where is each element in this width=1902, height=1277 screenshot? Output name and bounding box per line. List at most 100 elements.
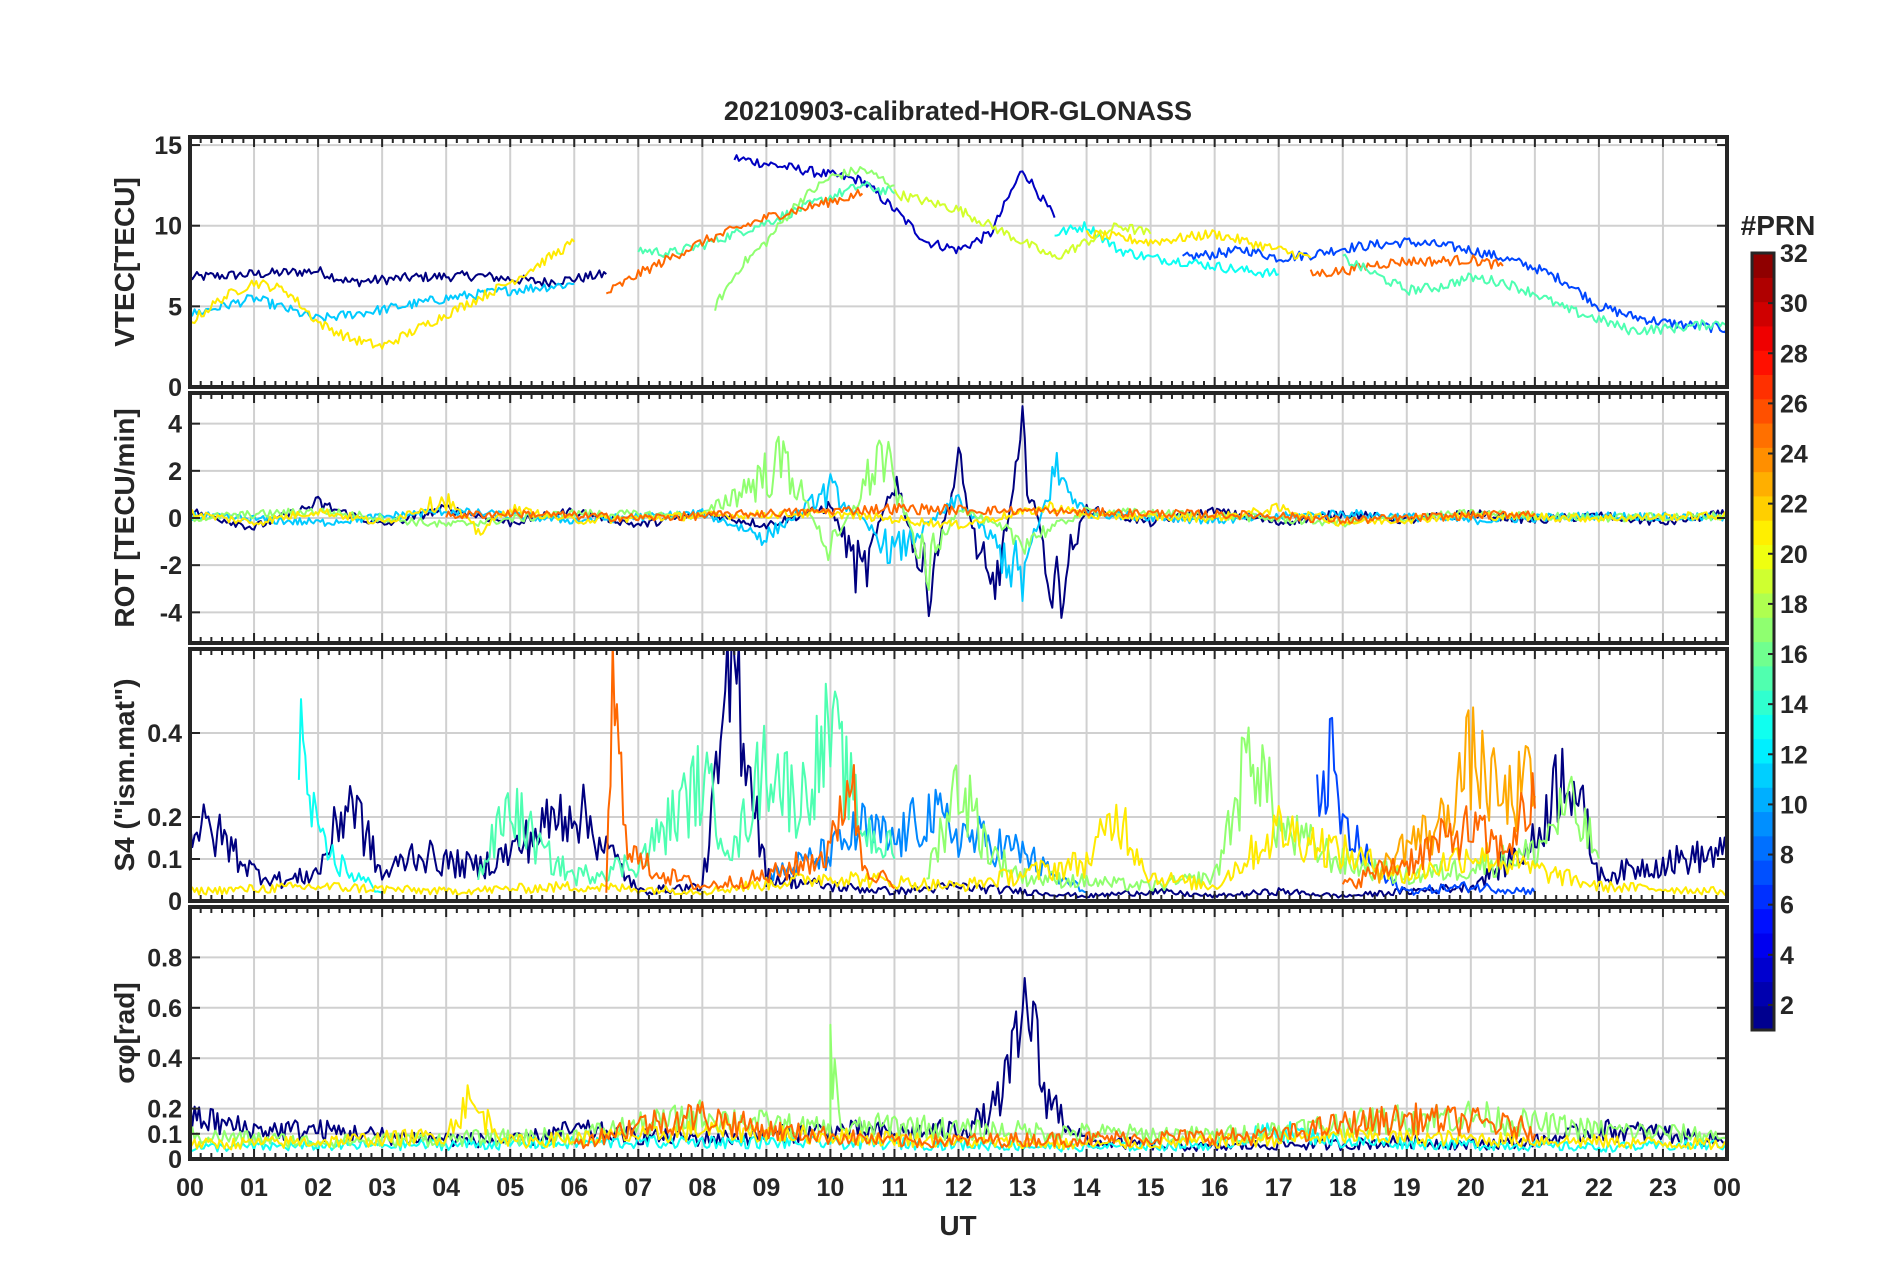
series-line-prn-9 bbox=[765, 788, 1087, 894]
x-tick-label: 08 bbox=[688, 1174, 716, 1202]
y-tick-label: 0.4 bbox=[147, 720, 182, 748]
y-tick-label: 10 bbox=[154, 213, 182, 241]
x-tick-label: 13 bbox=[1009, 1174, 1037, 1202]
series-group bbox=[190, 977, 1727, 1153]
series-line-prn-17 bbox=[714, 166, 895, 311]
series-line-prn-19 bbox=[893, 188, 1152, 260]
series-line-prn-25 bbox=[605, 649, 896, 893]
colorbar-segment bbox=[1752, 301, 1774, 327]
colorbar-segment bbox=[1752, 957, 1774, 983]
series-line-prn-21 bbox=[1085, 229, 1312, 260]
y-tick-label: 0.2 bbox=[147, 804, 182, 832]
series-line-prn-17 bbox=[190, 435, 1727, 591]
colorbar-segment bbox=[1752, 641, 1774, 667]
colorbar-tick-label: 22 bbox=[1780, 491, 1808, 519]
y-tick-label: 0 bbox=[168, 505, 182, 533]
colorbar-tick-label: 26 bbox=[1780, 390, 1808, 418]
y-tick-label: 0.1 bbox=[147, 1121, 182, 1149]
y-tick-label: -2 bbox=[160, 552, 182, 580]
colorbar-segment bbox=[1752, 811, 1774, 837]
x-tick-label: 01 bbox=[240, 1174, 268, 1202]
colorbar-segment bbox=[1752, 568, 1774, 594]
colorbar-tick-label: 16 bbox=[1780, 641, 1808, 669]
x-tick-label: 18 bbox=[1329, 1174, 1357, 1202]
series-line-prn-21 bbox=[190, 238, 576, 350]
colorbar-segment bbox=[1752, 884, 1774, 910]
series-line-prn-25 bbox=[573, 1101, 1536, 1150]
x-tick-label: 17 bbox=[1265, 1174, 1293, 1202]
y-axis-label: ROT [TECU/min] bbox=[109, 408, 140, 627]
series-line-prn-23 bbox=[1373, 706, 1536, 884]
series-line-prn-1 bbox=[190, 266, 607, 288]
y-tick-label: 0 bbox=[168, 374, 182, 402]
x-tick-label: 09 bbox=[752, 1174, 780, 1202]
series-line-prn-7 bbox=[1316, 716, 1536, 896]
y-tick-label: 4 bbox=[168, 411, 182, 439]
colorbar-segment bbox=[1752, 253, 1774, 278]
colorbar-tick-label: 6 bbox=[1780, 892, 1794, 920]
colorbar-box bbox=[1750, 251, 1776, 1032]
colorbar-segment bbox=[1752, 690, 1774, 715]
colorbar-segment bbox=[1752, 374, 1774, 400]
colorbar-tick-label: 14 bbox=[1780, 691, 1808, 719]
colorbar-segment bbox=[1752, 932, 1774, 958]
series-line-prn-11 bbox=[190, 282, 575, 323]
x-tick-label: 05 bbox=[496, 1174, 524, 1202]
series-group bbox=[190, 154, 1727, 350]
x-tick-label: 19 bbox=[1393, 1174, 1421, 1202]
x-tick-label: 04 bbox=[432, 1174, 460, 1202]
x-tick-label: 03 bbox=[368, 1174, 396, 1202]
colorbar-segment bbox=[1752, 762, 1774, 788]
x-tick-label: 23 bbox=[1649, 1174, 1677, 1202]
colorbar-segment bbox=[1752, 471, 1774, 497]
colorbar-segment bbox=[1752, 422, 1774, 448]
series-line-prn-1 bbox=[190, 649, 1727, 899]
y-tick-label: 0 bbox=[168, 1146, 182, 1174]
colorbar-tick-label: 24 bbox=[1780, 441, 1808, 469]
colorbar-tick-label: 30 bbox=[1780, 290, 1808, 318]
series-line-prn-3 bbox=[733, 154, 1056, 255]
x-tick-label: 21 bbox=[1521, 1174, 1549, 1202]
series-line-prn-25 bbox=[1309, 254, 1504, 278]
y-tick-label: 0.2 bbox=[147, 1096, 182, 1124]
x-tick-label: 15 bbox=[1137, 1174, 1165, 1202]
series-line-prn-15 bbox=[477, 682, 896, 887]
series-line-prn-25 bbox=[445, 502, 1536, 525]
series-line-prn-21 bbox=[190, 1084, 1727, 1151]
panel-4: 00.10.2 0.4 0.6 0.8σφ[rad] bbox=[109, 905, 1729, 1174]
y-tick-label: 0.4 bbox=[147, 1045, 182, 1073]
colorbar-tick-label: 28 bbox=[1780, 340, 1808, 368]
colorbar-tick-label: 4 bbox=[1780, 942, 1794, 970]
series-line-prn-15 bbox=[1342, 253, 1727, 336]
colorbar-tick-label: 12 bbox=[1780, 741, 1808, 769]
series-line-prn-7 bbox=[1182, 237, 1727, 334]
series-group bbox=[190, 405, 1727, 619]
x-axis-label: UT bbox=[939, 1210, 976, 1241]
colorbar-tick-label: 8 bbox=[1780, 842, 1794, 870]
colorbar-segment bbox=[1752, 350, 1774, 376]
panel-1: 0 5 10 15 VTEC[TECU] bbox=[109, 132, 1729, 402]
y-tick-label: 0.6 bbox=[147, 995, 182, 1023]
y-tick-label: 15 bbox=[154, 132, 182, 160]
y-tick-label: 0 bbox=[168, 888, 182, 916]
x-tick-label: 06 bbox=[560, 1174, 588, 1202]
x-tick-label: 12 bbox=[945, 1174, 973, 1202]
x-tick-label: 20 bbox=[1457, 1174, 1485, 1202]
y-axis-label: VTEC[TECU] bbox=[109, 177, 140, 347]
y-tick-label: -4 bbox=[160, 599, 182, 627]
colorbar-tick-label: 20 bbox=[1780, 541, 1808, 569]
x-tick-label: 14 bbox=[1073, 1174, 1101, 1202]
colorbar-tick-label: 2 bbox=[1780, 992, 1794, 1020]
x-tick-label: 10 bbox=[817, 1174, 845, 1202]
x-tick-label: 16 bbox=[1201, 1174, 1229, 1202]
colorbar-segment bbox=[1752, 981, 1774, 1007]
colorbar-segment bbox=[1752, 520, 1774, 545]
colorbar-label: #PRN bbox=[1741, 210, 1816, 241]
y-axis-label: S4 ("ism.mat") bbox=[109, 678, 140, 871]
panel-2: -4 -2 0 2 4 ROT [TECU/min] bbox=[109, 391, 1729, 645]
figure-title: 20210903-calibrated-HOR-GLONASS bbox=[724, 96, 1192, 126]
x-tick-label: 22 bbox=[1585, 1174, 1613, 1202]
x-tick-label: 00 bbox=[1713, 1174, 1741, 1202]
